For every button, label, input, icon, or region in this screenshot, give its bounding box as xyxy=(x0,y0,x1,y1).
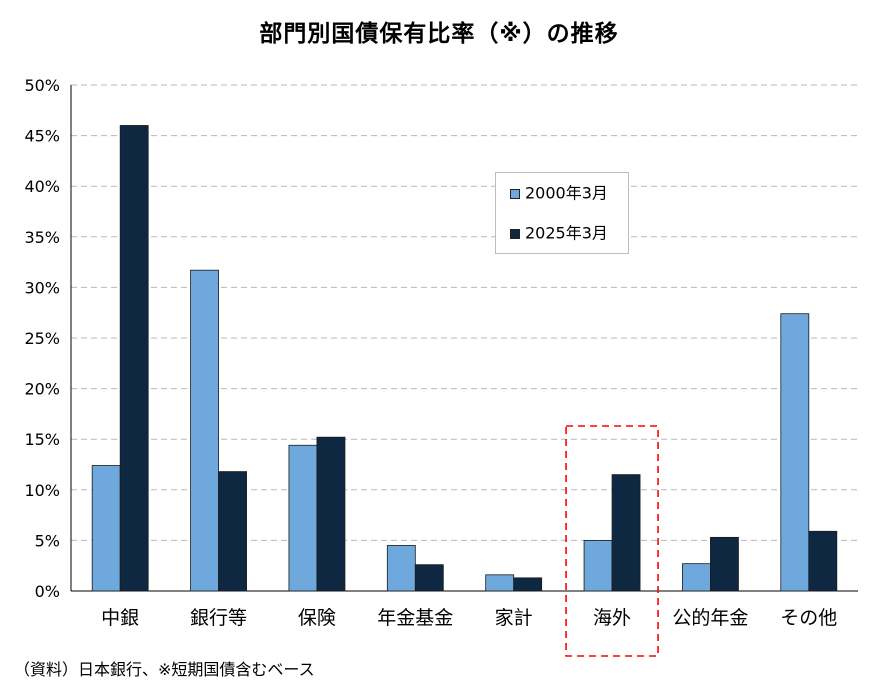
bar-2000-0 xyxy=(91,465,121,592)
y-tick-label: 30% xyxy=(24,278,60,297)
x-tick-label: その他 xyxy=(780,607,837,629)
source-note: （資料）日本銀行、※短期国債含むベース xyxy=(14,660,315,679)
bar-2025-0 xyxy=(119,125,149,592)
legend-item-2025: 2025年3月 xyxy=(510,223,608,243)
x-tick-label: 公的年金 xyxy=(672,607,748,629)
bar-2025-3 xyxy=(414,564,444,592)
y-tick-label: 15% xyxy=(24,430,60,449)
bar-2025-5 xyxy=(611,474,641,592)
y-tick-label: 25% xyxy=(24,329,60,348)
legend-item-2000: 2000年3月 xyxy=(510,183,608,203)
x-tick-label: 年金基金 xyxy=(377,607,453,629)
bar-2000-5 xyxy=(583,540,613,592)
legend-swatch-2000 xyxy=(510,188,520,199)
x-tick-label: 保険 xyxy=(298,607,336,629)
y-tick-label: 5% xyxy=(35,531,60,550)
x-tick-label: 中銀 xyxy=(101,607,139,629)
bar-2025-6 xyxy=(710,536,739,592)
bar-2000-3 xyxy=(386,545,416,592)
legend-label-2025: 2025年3月 xyxy=(525,223,608,243)
legend-swatch-2025 xyxy=(510,228,520,239)
bar-2025-1 xyxy=(218,471,247,592)
legend: 2000年3月 2025年3月 xyxy=(495,172,629,254)
bar-2000-6 xyxy=(682,563,711,592)
y-tick-label: 35% xyxy=(24,228,60,247)
x-tick-label: 海外 xyxy=(593,607,631,629)
x-tick-label: 銀行等 xyxy=(190,607,247,629)
bar-2000-4 xyxy=(485,574,515,592)
bar-2000-2 xyxy=(288,444,318,592)
bar-2000-7 xyxy=(780,313,810,592)
y-tick-label: 40% xyxy=(24,177,60,196)
legend-label-2000: 2000年3月 xyxy=(525,183,608,203)
y-tick-label: 50% xyxy=(24,76,60,95)
y-tick-label: 10% xyxy=(24,481,60,500)
y-tick-label: 45% xyxy=(24,127,60,146)
x-tick-label: 家計 xyxy=(495,607,533,629)
bar-2025-2 xyxy=(316,436,346,592)
y-tick-label: 0% xyxy=(35,582,60,601)
highlight-box xyxy=(565,425,659,657)
chart-title: 部門別国債保有比率（※）の推移 xyxy=(259,21,619,47)
y-tick-label: 20% xyxy=(24,380,60,399)
bar-2025-4 xyxy=(513,577,543,592)
bar-2000-1 xyxy=(190,269,219,592)
bar-2025-7 xyxy=(808,530,838,592)
